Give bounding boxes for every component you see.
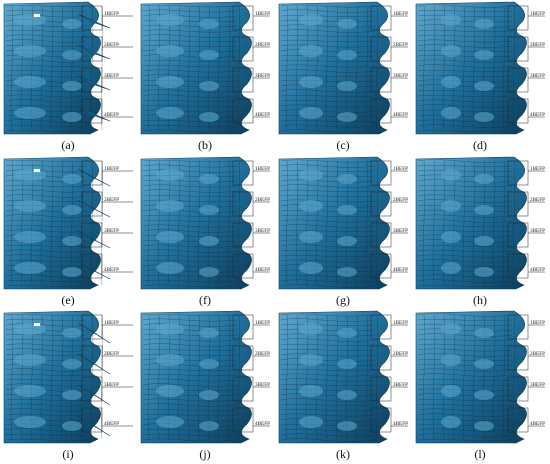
callout-label: 1BEFP xyxy=(255,320,270,326)
figure-panel: 1BEFP 2BEFP 3BEFP 4BEFP (g) xyxy=(275,155,411,307)
callout-label: 1BEFP xyxy=(104,11,119,17)
callout-label: 2BEFP xyxy=(255,42,270,48)
callout-label: 3BEFP xyxy=(255,382,270,388)
callout-label: 2BEFP xyxy=(530,351,545,357)
flow-surface-render: 1BEFP 2BEFP 3BEFP 4BEFP xyxy=(3,1,133,135)
panel-caption: (k) xyxy=(336,447,350,461)
figure-panel: 1BEFP 2BEFP 3BEFP 4BEFP (b) xyxy=(137,0,273,152)
panel-caption: (i) xyxy=(62,447,74,461)
callout-label: 1BEFP xyxy=(530,11,545,17)
callout-label: 4BEFP xyxy=(104,267,119,273)
figure-panel: 1BEFP 2BEFP 3BEFP 4BEFP (k) xyxy=(275,309,411,461)
callout-label: 3BEFP xyxy=(104,73,119,79)
panel-caption: (b) xyxy=(198,138,212,152)
figure-panel: 1BEFP 2BEFP 3BEFP 4BEFP (a) xyxy=(0,0,136,152)
callout-label: 2BEFP xyxy=(530,197,545,203)
callout-label: 3BEFP xyxy=(393,73,408,79)
callout-label: 1BEFP xyxy=(530,320,545,326)
callout-label: 4BEFP xyxy=(393,267,408,273)
callout-label: 2BEFP xyxy=(255,197,270,203)
callout-label: 2BEFP xyxy=(104,351,119,357)
callout-label: 3BEFP xyxy=(255,73,270,79)
panel-caption: (a) xyxy=(61,138,75,152)
flow-surface-render: 1BEFP 2BEFP 3BEFP 4BEFP xyxy=(415,1,545,135)
panel-caption: (j) xyxy=(199,447,211,461)
callout-label: 3BEFP xyxy=(255,228,270,234)
figure-panel: 1BEFP 2BEFP 3BEFP 4BEFP (e) xyxy=(0,155,136,307)
callout-label: 2BEFP xyxy=(393,42,408,48)
callout-label: 1BEFP xyxy=(393,166,408,172)
callout-label: 4BEFP xyxy=(104,112,119,118)
callout-label: 4BEFP xyxy=(530,267,545,273)
flow-surface-render: 1BEFP 2BEFP 3BEFP 4BEFP xyxy=(278,156,408,290)
figure-panel: 1BEFP 2BEFP 3BEFP 4BEFP (c) xyxy=(275,0,411,152)
callout-label: 2BEFP xyxy=(393,197,408,203)
callout-label: 3BEFP xyxy=(530,228,545,234)
callout-label: 2BEFP xyxy=(104,197,119,203)
figure-panel: 1BEFP 2BEFP 3BEFP 4BEFP (d) xyxy=(412,0,548,152)
callout-label: 1BEFP xyxy=(255,166,270,172)
figure-panel: 1BEFP 2BEFP 3BEFP 4BEFP (f) xyxy=(137,155,273,307)
figure-panel: 1BEFP 2BEFP 3BEFP 4BEFP (l) xyxy=(412,309,548,461)
callout-label: 4BEFP xyxy=(530,421,545,427)
flow-surface-render: 1BEFP 2BEFP 3BEFP 4BEFP xyxy=(415,310,545,444)
panel-caption: (d) xyxy=(473,138,487,152)
panel-caption: (c) xyxy=(336,138,350,152)
callout-label: 4BEFP xyxy=(393,421,408,427)
flow-surface-render: 1BEFP 2BEFP 3BEFP 4BEFP xyxy=(140,310,270,444)
callout-label: 2BEFP xyxy=(530,42,545,48)
panel-caption: (h) xyxy=(473,293,487,307)
panel-caption: (g) xyxy=(336,293,350,307)
callout-label: 1BEFP xyxy=(255,11,270,17)
callout-label: 1BEFP xyxy=(530,166,545,172)
callout-label: 4BEFP xyxy=(393,112,408,118)
panel-caption: (f) xyxy=(199,293,211,307)
callout-label: 4BEFP xyxy=(104,421,119,427)
flow-surface-render: 1BEFP 2BEFP 3BEFP 4BEFP xyxy=(278,310,408,444)
callout-label: 3BEFP xyxy=(104,382,119,388)
figure-panel: 1BEFP 2BEFP 3BEFP 4BEFP (h) xyxy=(412,155,548,307)
callout-label: 1BEFP xyxy=(104,320,119,326)
callout-label: 4BEFP xyxy=(255,112,270,118)
flow-surface-render: 1BEFP 2BEFP 3BEFP 4BEFP xyxy=(140,1,270,135)
flow-surface-render: 1BEFP 2BEFP 3BEFP 4BEFP xyxy=(140,156,270,290)
callout-label: 4BEFP xyxy=(255,267,270,273)
figure-panel: 1BEFP 2BEFP 3BEFP 4BEFP (j) xyxy=(137,309,273,461)
flow-surface-render: 1BEFP 2BEFP 3BEFP 4BEFP xyxy=(3,310,133,444)
callout-label: 3BEFP xyxy=(393,382,408,388)
callout-label: 3BEFP xyxy=(530,73,545,79)
callout-label: 1BEFP xyxy=(393,320,408,326)
panel-caption: (e) xyxy=(61,293,75,307)
figure-panel: 1BEFP 2BEFP 3BEFP 4BEFP (i) xyxy=(0,309,136,461)
callout-label: 1BEFP xyxy=(104,166,119,172)
callout-label: 4BEFP xyxy=(530,112,545,118)
panel-caption: (l) xyxy=(474,447,486,461)
callout-label: 2BEFP xyxy=(255,351,270,357)
callout-label: 3BEFP xyxy=(393,228,408,234)
callout-label: 3BEFP xyxy=(530,382,545,388)
callout-label: 1BEFP xyxy=(393,11,408,17)
flow-surface-render: 1BEFP 2BEFP 3BEFP 4BEFP xyxy=(3,156,133,290)
callout-label: 2BEFP xyxy=(393,351,408,357)
callout-label: 2BEFP xyxy=(104,42,119,48)
callout-label: 4BEFP xyxy=(255,421,270,427)
callout-label: 3BEFP xyxy=(104,228,119,234)
flow-surface-render: 1BEFP 2BEFP 3BEFP 4BEFP xyxy=(415,156,545,290)
flow-surface-render: 1BEFP 2BEFP 3BEFP 4BEFP xyxy=(278,1,408,135)
